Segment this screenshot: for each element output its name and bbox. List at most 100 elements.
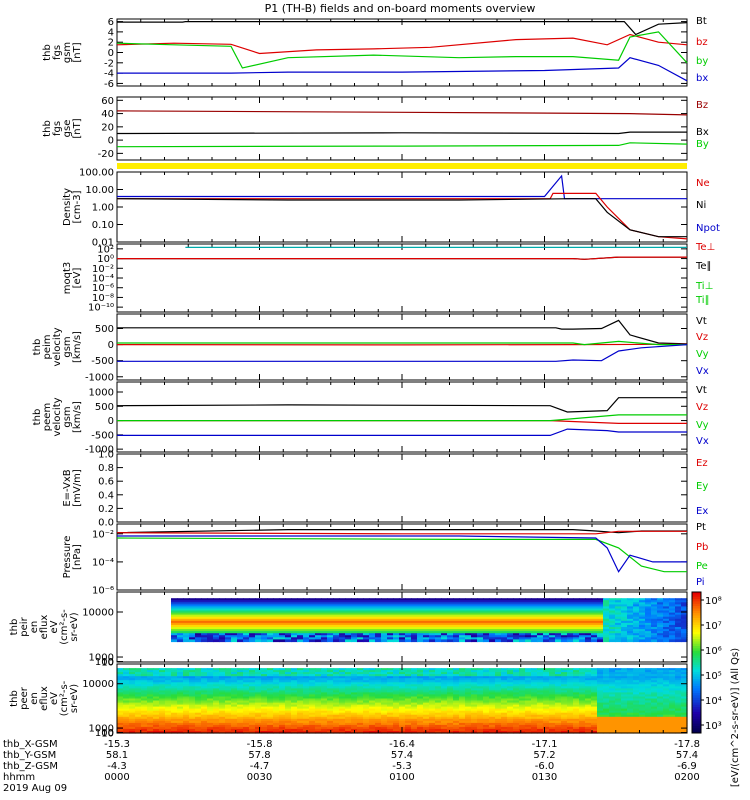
spectrogram-cell — [465, 618, 472, 622]
spectrogram-cell — [231, 676, 238, 679]
spectrogram-cell — [303, 635, 310, 638]
spectrogram-cell — [159, 728, 166, 732]
series-line-vt — [116, 397, 687, 413]
spectrogram-cell — [399, 606, 406, 610]
spectrogram-cell — [375, 712, 382, 716]
spectrogram-cell — [531, 604, 538, 608]
spectrogram-cell — [369, 604, 376, 608]
spectrogram-cell — [219, 604, 226, 608]
spectrogram-cell — [417, 710, 424, 714]
spectrogram-cell — [561, 722, 568, 726]
spectrogram-cell — [411, 598, 418, 601]
spectrogram-cell — [351, 629, 358, 632]
spectrogram-cell — [459, 696, 466, 700]
spectrogram-cell — [285, 674, 292, 677]
spectrogram-cell — [219, 624, 226, 628]
spectrogram-cell — [333, 637, 340, 640]
spectrogram-cell — [129, 686, 136, 689]
spectrogram-cell — [315, 606, 322, 610]
spectrogram-cell — [459, 700, 466, 704]
spectrogram-cell — [453, 710, 460, 714]
spectrogram-cell — [387, 598, 394, 601]
spectrogram-cell — [123, 731, 130, 734]
spectrogram-cell — [273, 622, 280, 626]
spectrogram-cell — [291, 690, 298, 693]
spectrogram-cell — [381, 720, 388, 724]
spectrogram-cell — [495, 633, 502, 636]
spectrogram-cell — [489, 688, 496, 691]
spectrogram-cell — [411, 690, 418, 693]
spectrogram-cell — [477, 629, 484, 632]
spectrogram-cell — [357, 616, 364, 620]
spectrogram-cell — [621, 604, 628, 608]
spectrogram-cell — [549, 618, 556, 622]
spectrogram-cell — [171, 637, 178, 640]
spectrogram-cell — [327, 726, 334, 730]
spectrogram-cell — [459, 637, 466, 640]
spectrogram-cell — [171, 682, 178, 685]
spectrogram-cell — [123, 686, 130, 689]
spectrogram-cell — [195, 704, 202, 708]
spectrogram-cell — [669, 606, 676, 610]
spectrogram-cell — [207, 668, 214, 671]
spectrogram-cell — [231, 716, 238, 720]
spectrogram-cell — [489, 678, 496, 681]
spectrogram-cell — [393, 728, 400, 732]
spectrogram-cell — [471, 606, 478, 610]
spectrogram-cell — [453, 714, 460, 718]
spectrogram-cell — [477, 602, 484, 605]
spectrogram-cell — [357, 668, 364, 671]
spectrogram-cell — [573, 629, 580, 632]
spectrogram-cell — [213, 680, 220, 683]
spectrogram-cell — [399, 694, 406, 697]
spectrogram-cell — [327, 714, 334, 718]
spectrogram-cell — [429, 686, 436, 689]
spectrogram-cell — [459, 614, 466, 618]
spectrogram-cell — [291, 629, 298, 632]
spectrogram-cell — [177, 684, 184, 687]
spectrogram-cell — [255, 606, 262, 610]
spectrogram-cell — [489, 616, 496, 620]
spectrogram-cell — [363, 668, 370, 671]
spectrogram-cell — [537, 726, 544, 730]
spectrogram-cell — [459, 624, 466, 628]
spectrogram-cell — [435, 627, 442, 630]
spectrogram-cell — [249, 600, 256, 603]
spectrogram-cell — [273, 720, 280, 724]
spectrogram-cell — [393, 731, 400, 734]
spectrogram-cell — [219, 633, 226, 636]
spectrogram-cell — [309, 710, 316, 714]
spectrogram-cell — [633, 616, 640, 620]
spectrogram-cell — [147, 706, 154, 710]
spectrogram-cell — [579, 698, 586, 702]
spectrogram-cell — [573, 682, 580, 685]
y-tick-label: -4 — [104, 69, 114, 80]
spectrogram-cell — [159, 704, 166, 708]
spectrogram-cell — [675, 616, 682, 620]
spectrogram-cell — [339, 620, 346, 624]
spectrogram-cell — [189, 690, 196, 693]
spectrogram-cell — [675, 629, 682, 632]
spectrogram-cell — [255, 728, 262, 732]
spectrogram-cell — [531, 637, 538, 640]
spectrogram-cell — [483, 614, 490, 618]
spectrogram-cell — [387, 620, 394, 624]
spectrogram-cell — [549, 600, 556, 603]
spectrogram-cell — [597, 622, 604, 626]
spectrogram-cell — [213, 600, 220, 603]
spectrogram-cell — [417, 700, 424, 704]
spectrogram-cell — [225, 696, 232, 700]
spectrogram-cell — [525, 637, 532, 640]
spectrogram-cell — [219, 706, 226, 710]
spectrogram-cell — [357, 604, 364, 608]
spectrogram-cell — [573, 598, 580, 601]
spectrogram-cell — [573, 612, 580, 616]
spectrogram-cell — [513, 672, 520, 675]
spectrogram-cell — [651, 610, 658, 614]
spectrogram-cell — [507, 692, 514, 695]
spectrogram-cell — [267, 714, 274, 718]
spectrogram-cell — [471, 710, 478, 714]
spectrogram-cell — [465, 635, 472, 638]
spectrogram-cell — [255, 668, 262, 671]
spectrogram-cell — [315, 608, 322, 612]
